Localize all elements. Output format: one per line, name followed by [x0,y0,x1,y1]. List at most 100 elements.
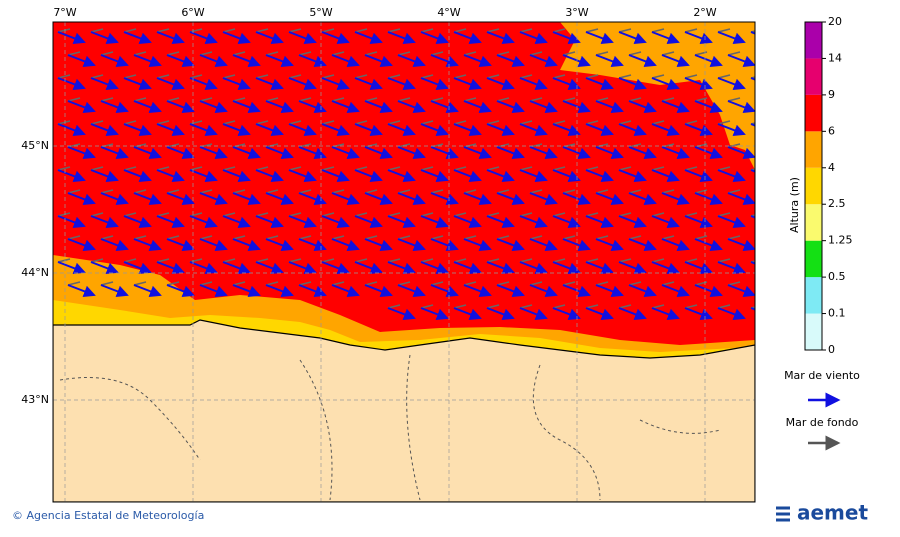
swell-arrow [463,281,477,286]
swell-arrow [463,143,477,148]
wind-arrow [717,31,746,45]
swell-arrow [331,51,345,56]
swell-arrow [298,51,312,56]
swell-arrow [727,189,741,194]
wind-arrow [90,215,119,229]
swell-arrow [331,97,345,102]
wind-arrow [166,284,195,298]
wind-arrow [189,169,218,183]
wind-arrows [57,28,787,321]
wind-arrow [222,123,251,137]
wind-arrow [387,261,416,275]
wind-arrow [595,54,624,68]
swell-arrow [265,281,279,286]
swell-arrow [156,212,170,217]
wind-arrow [727,192,755,206]
wind-arrow [123,261,152,275]
wind-arrow [628,238,657,252]
swell-arrow [265,189,279,194]
wind-arrow [57,215,86,229]
legend-wind: Mar de viento [784,369,860,382]
wind-arrow [321,77,350,91]
wind-arrow [67,100,96,114]
swell-arrow [717,28,731,33]
swell-arrow [420,166,434,171]
swell-arrow [397,235,411,240]
wind-arrow [761,147,787,157]
swell-arrow [189,28,203,33]
wind-arrow [232,284,261,298]
wind-arrow [562,192,591,206]
wind-arrow [100,100,129,114]
wind-arrow [717,123,746,137]
wind-arrow [100,284,129,298]
swell-arrow [189,166,203,171]
wind-arrow [529,238,558,252]
swell-arrow [57,28,71,33]
swell-arrow [222,120,236,125]
wind-arrow [265,238,294,252]
wind-arrow [552,261,581,275]
swell-arrow [486,74,500,79]
wind-arrow [156,77,185,91]
swell-arrow [463,97,477,102]
swell-arrow [321,120,335,125]
wind-arrow [199,284,228,298]
swell-arrow [255,258,269,263]
wind-arrow [684,123,713,137]
swell-arrow [463,235,477,240]
colorbar-tick-label: 2.5 [828,197,846,210]
wind-arrow [123,77,152,91]
wind-arrow [694,146,723,160]
swell-arrow [397,189,411,194]
swell-arrow [331,235,345,240]
swell-arrow [67,235,81,240]
wind-arrow [354,169,383,183]
wind-arrow [222,31,251,45]
swell-arrow [585,166,599,171]
wind-arrow [651,215,680,229]
swell-arrow [618,120,632,125]
wind-arrow [453,77,482,91]
swell-arrow [57,166,71,171]
swell-arrow [133,235,147,240]
swell-arrow [750,76,755,79]
swell-arrow [496,97,510,102]
swell-arrow [67,143,81,148]
wind-arrow [486,215,515,229]
swell-arrow [453,304,467,309]
wind-arrow [684,31,713,45]
swell-arrow [585,212,599,217]
map-frame [52,21,756,503]
swell-arrow [364,235,378,240]
swell-arrow [694,235,708,240]
wind-arrow [552,169,581,183]
swell-arrow [420,212,434,217]
swell-arrow [123,166,137,171]
wind-arrow [585,77,614,91]
swell-arrow [552,304,566,309]
swell-arrow [298,281,312,286]
colorbar-segment [805,277,822,314]
wind-arrow [288,215,317,229]
swell-arrow [232,97,246,102]
wind-arrow [255,31,284,45]
wind-arrow [430,146,459,160]
colorbar-segment [805,240,822,278]
wind-arrow [595,146,624,160]
swell-arrow [651,74,665,79]
swell-arrow [364,51,378,56]
wind-arrow [255,261,284,275]
swell-arrow [552,74,566,79]
swell-arrow [430,143,444,148]
swell-arrow [595,189,609,194]
swell-arrow [199,143,213,148]
swell-arrow [618,28,632,33]
wind-arrow [628,100,657,114]
swell-arrow [199,281,213,286]
wind-arrow [453,123,482,137]
wind-arrow [684,307,713,321]
swell-arrow [387,212,401,217]
wind-arrow [595,238,624,252]
wind-arrow [133,146,162,160]
